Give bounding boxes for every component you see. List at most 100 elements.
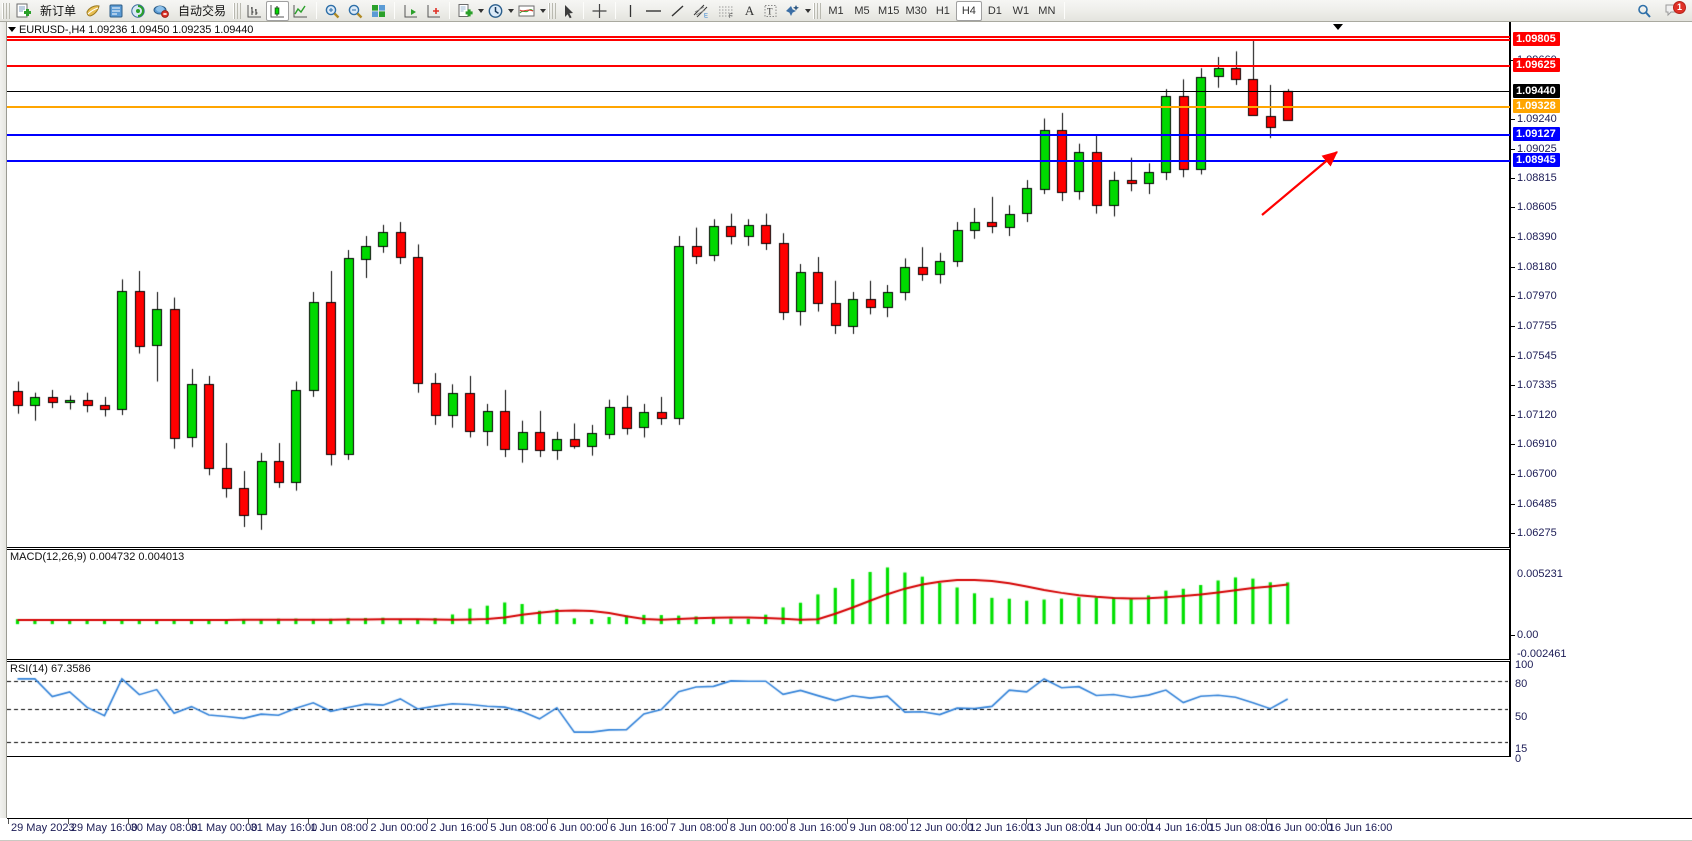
svg-text:T: T: [767, 6, 773, 16]
toolbar-separator-5: [615, 2, 617, 19]
toolbar-grip-periods[interactable]: [813, 2, 822, 19]
notifications-icon[interactable]: 1: [1664, 0, 1686, 21]
timeframe-h4[interactable]: H4: [955, 0, 982, 21]
navigator-icon[interactable]: [127, 1, 149, 21]
timeframe-m15[interactable]: M15: [878, 4, 900, 17]
fibonacci-icon[interactable]: F: [714, 1, 739, 21]
price-tick-label: 1.09240: [1517, 112, 1557, 125]
data-window-icon[interactable]: [105, 1, 127, 21]
time-axis-divider: [1206, 819, 1207, 824]
timeframe-m5[interactable]: M5: [854, 4, 870, 17]
shapes-icon[interactable]: [781, 1, 804, 21]
toolbar-grip-charts[interactable]: [233, 2, 242, 19]
templates-dropdown-caret[interactable]: [540, 8, 547, 13]
price-tick: [1510, 355, 1515, 357]
zoom-in-icon[interactable]: [321, 1, 344, 21]
autotrading-icon[interactable]: [149, 1, 173, 21]
price-tick: [1510, 533, 1515, 535]
toolbar-separator-3: [449, 2, 451, 19]
price-label-bid-price: 1.09440: [1513, 83, 1560, 98]
price-label-resistance-2: 1.09805: [1513, 32, 1560, 47]
indicators-dropdown-caret[interactable]: [478, 8, 485, 13]
timeframe-h1[interactable]: H1: [935, 4, 950, 17]
price-tick: [1510, 415, 1515, 417]
candlestick-chart-icon[interactable]: [266, 0, 290, 21]
tile-windows-icon[interactable]: [367, 1, 390, 21]
rsi-panel[interactable]: RSI(14) 67.3586: [7, 661, 1510, 757]
time-axis-divider: [67, 819, 69, 824]
price-tick: [1510, 503, 1515, 505]
price-tick: [1510, 118, 1515, 120]
toolbar-separator-2: [394, 2, 396, 19]
expert-advisor-icon[interactable]: [81, 1, 105, 21]
price-panel[interactable]: [7, 22, 1510, 548]
time-axis-label: 31 May 16:00: [250, 822, 318, 834]
period-icon[interactable]: [484, 1, 507, 21]
timeframe-m30[interactable]: M30: [905, 4, 927, 17]
equidistant-channel-icon[interactable]: E: [689, 1, 714, 21]
time-axis-label: 14 Jun 00:00: [1089, 822, 1153, 834]
time-axis-label: 12 Jun 16:00: [969, 822, 1034, 834]
toolbar-grip-lines[interactable]: [548, 2, 557, 19]
chart-window[interactable]: MACD(12,26,9) 0.004732 0.004013 RSI(14) …: [0, 22, 1692, 841]
time-axis-divider: [607, 819, 608, 824]
search-icon[interactable]: [1633, 1, 1656, 21]
autotrading-label[interactable]: 自动交易: [178, 4, 227, 18]
time-axis-label: 16 Jun 16:00: [1328, 822, 1393, 834]
price-tick-label: 1.08180: [1517, 260, 1557, 273]
timeframe-mn[interactable]: MN: [1038, 4, 1056, 17]
new-order-button[interactable]: [12, 1, 35, 21]
time-axis-divider: [8, 819, 9, 824]
price-line-support-2: [7, 159, 1510, 162]
indicators-icon[interactable]: [454, 1, 477, 21]
templates-icon[interactable]: [514, 1, 539, 21]
cursor-icon[interactable]: [558, 1, 579, 21]
line-chart-icon[interactable]: [289, 1, 312, 21]
shift-end-icon[interactable]: [399, 1, 422, 21]
price-tick-label: 1.09025: [1517, 142, 1557, 155]
symbol-header[interactable]: EURUSD-,H4 1.09236 1.09450 1.09235 1.094…: [8, 24, 253, 36]
toolbar-separator-4: [583, 2, 585, 19]
bar-chart-icon[interactable]: [243, 1, 266, 21]
price-candles-canvas: [7, 22, 1508, 547]
zoom-out-icon[interactable]: [344, 1, 367, 21]
rsi-scale-label: 0: [1515, 753, 1522, 765]
price-tick-label: 1.06700: [1517, 467, 1557, 480]
macd-panel[interactable]: MACD(12,26,9) 0.004732 0.004013: [7, 549, 1510, 660]
timeframe-w1[interactable]: W1: [1012, 4, 1030, 17]
price-label-resistance-1: 1.09625: [1513, 57, 1560, 72]
toolbar-grip-standard[interactable]: [2, 2, 10, 19]
hline-icon[interactable]: [641, 1, 666, 21]
shapes-dropdown-caret[interactable]: [805, 8, 812, 13]
price-tick-label: 1.07120: [1517, 409, 1557, 422]
time-axis-label: 9 Jun 08:00: [849, 822, 908, 834]
price-tick-label: 1.06910: [1517, 438, 1557, 451]
autoscroll-icon[interactable]: [422, 1, 445, 21]
period-dropdown-caret[interactable]: [508, 8, 515, 13]
time-axis-divider: [726, 819, 728, 824]
time-axis[interactable]: 29 May 2023 29 May 16:00 30 May 08:00 31 Ma…: [7, 818, 1692, 840]
price-tick-label: 1.08815: [1517, 171, 1557, 184]
price-tick: [1510, 296, 1515, 298]
time-axis-divider: [187, 819, 189, 824]
trendline-icon[interactable]: [666, 1, 689, 21]
chevron-down-icon[interactable]: [8, 27, 16, 32]
time-axis-divider: [846, 819, 848, 824]
time-axis-label: 30 May 08:00: [130, 822, 198, 834]
timeframe-m1[interactable]: M1: [828, 4, 844, 17]
vline-icon[interactable]: [620, 1, 641, 21]
time-axis-divider: [666, 819, 668, 824]
new-order-label[interactable]: 新订单: [40, 4, 77, 18]
price-line-support-1: [7, 134, 1510, 137]
time-axis-label: 16 Jun 00:00: [1268, 822, 1333, 834]
text-label-icon[interactable]: T: [760, 1, 781, 21]
time-axis-label: 31 May 00:00: [190, 822, 258, 834]
timeframe-d1[interactable]: D1: [987, 4, 1002, 17]
price-line-ask-price: [7, 106, 1510, 109]
time-axis-divider: [1146, 819, 1148, 824]
price-scale[interactable]: 1.098051.096601.096251.094401.093281.092…: [1510, 22, 1692, 818]
time-axis-label: 8 Jun 00:00: [729, 822, 788, 834]
text-icon[interactable]: A: [744, 2, 755, 18]
crosshair-icon[interactable]: [588, 1, 611, 21]
time-axis-label: 12 Jun 00:00: [909, 822, 974, 834]
